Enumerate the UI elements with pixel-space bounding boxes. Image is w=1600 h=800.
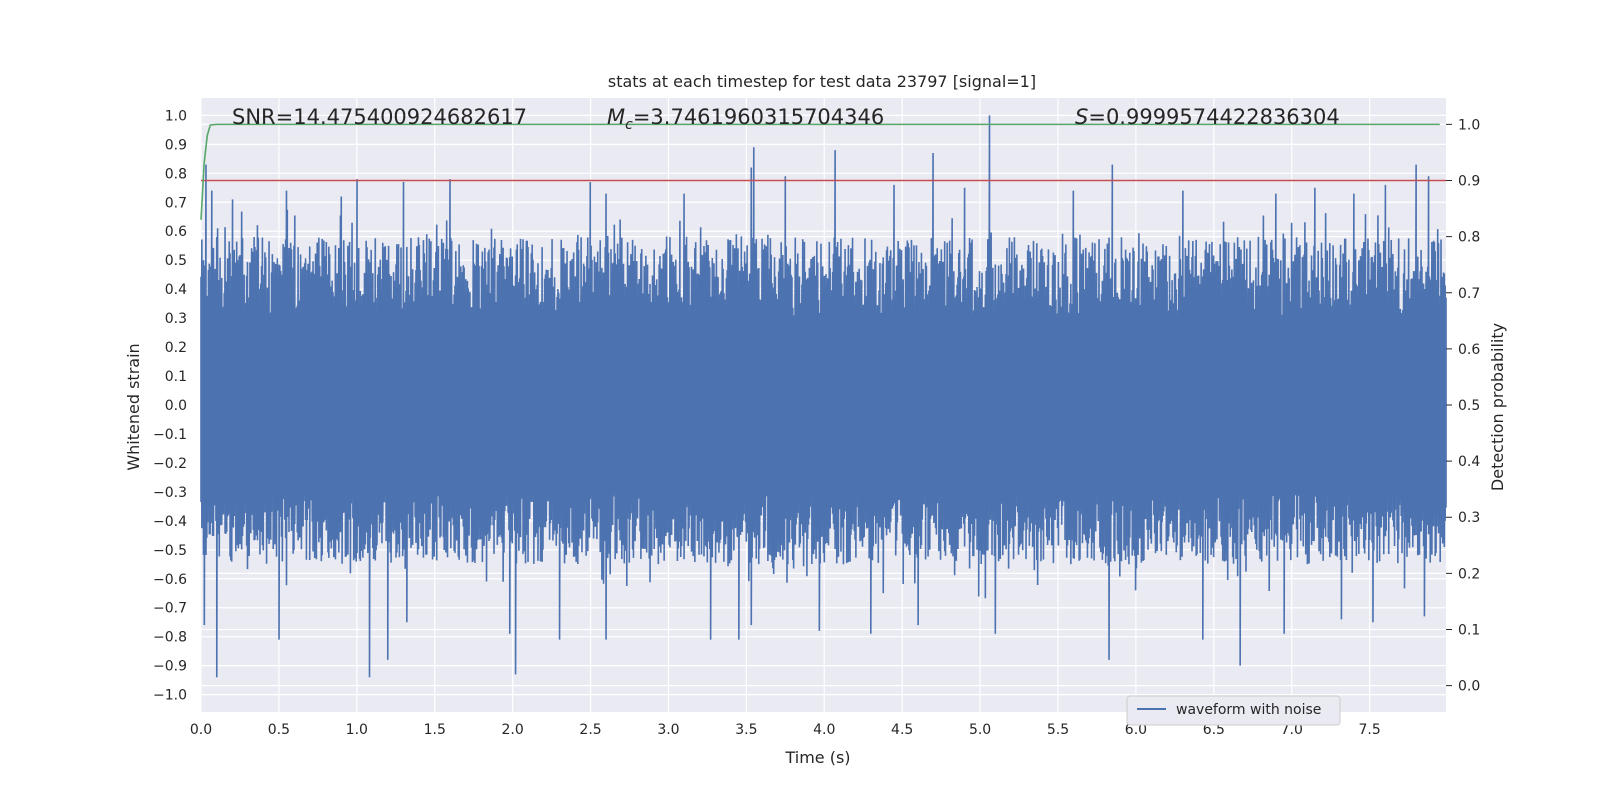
y-tick-label: 0.4 <box>165 282 187 298</box>
y-tick-label: 0.5 <box>165 253 187 269</box>
x-tick-label: 4.5 <box>891 722 913 738</box>
x-tick-label: 2.5 <box>579 722 601 738</box>
y-axis-left: 1.0 0.9 0.8 0.7 0.6 0.5 0.4 0.3 0.2 0.1 0.0 −0.1 −0.… <box>153 108 187 703</box>
y2-tick-label: 0.9 <box>1458 174 1480 190</box>
y2-tick-label: 0.8 <box>1458 230 1480 246</box>
y2-tick-label: 0.0 <box>1458 679 1480 695</box>
y-tick-label: 0.2 <box>165 340 187 356</box>
y-tick-label: −0.2 <box>153 456 187 472</box>
y-tick-label: −0.5 <box>153 543 187 559</box>
legend-box <box>1126 695 1341 726</box>
y2-tick-label: 0.2 <box>1458 566 1480 582</box>
score-annotation: S=0.9999574422836304 <box>1075 105 1340 129</box>
x-tick-label: 0.0 <box>190 722 212 738</box>
y-tick-label: −0.4 <box>153 514 187 530</box>
x-tick-label: 3.0 <box>657 722 679 738</box>
y2-tick-label: 0.7 <box>1458 286 1480 302</box>
x-tick-label: 6.0 <box>1125 722 1147 738</box>
y-tick-label: −0.9 <box>153 659 187 675</box>
y-tick-label: −0.1 <box>153 427 187 443</box>
x-tick-label: 6.5 <box>1203 722 1225 738</box>
chirp-mass-subscript: c <box>625 117 633 133</box>
score-value: =0.9999574422836304 <box>1088 105 1339 129</box>
chirp-mass-value: =3.7461960315704346 <box>633 105 884 129</box>
y-tick-label: 0.8 <box>165 166 187 182</box>
chirp-mass-annotation: Mc=3.7461960315704346 <box>607 105 884 133</box>
y-tick-label: 0.6 <box>165 224 187 240</box>
x-tick-label: 4.0 <box>813 722 835 738</box>
waveform-series <box>200 115 1447 678</box>
y2-tick-label: 0.5 <box>1458 398 1480 414</box>
x-axis: 0.0 0.5 1.0 1.5 2.0 2.5 3.0 3.5 4.0 4.5 5.0 5.5 6.0 6… <box>190 722 1381 738</box>
y-axis-right: 1.0 0.9 0.8 0.7 0.6 0.5 0.4 0.3 0.2 0.1 0.0 <box>1446 117 1480 695</box>
y-tick-label: 1.0 <box>165 108 187 124</box>
probability-series <box>200 123 1446 220</box>
waveform-band <box>201 318 1446 492</box>
chirp-mass-symbol: M <box>607 105 625 129</box>
y2-tick-label: 0.1 <box>1458 622 1480 638</box>
y-tick-label: 0.7 <box>165 195 187 211</box>
x-tick-label: 7.0 <box>1281 722 1303 738</box>
y-axis-title: Whitened strain <box>124 343 143 470</box>
detection-probability-line <box>200 123 1440 220</box>
x-tick-label: 0.5 <box>268 722 290 738</box>
x-tick-label: 7.5 <box>1359 722 1381 738</box>
y-tick-label: −0.3 <box>153 485 187 501</box>
chart-title: stats at each timestep for test data 237… <box>608 72 1036 91</box>
legend-label: waveform with noise <box>1176 702 1321 718</box>
y-tick-label: −0.6 <box>153 572 187 588</box>
y2-tick-label: 1.0 <box>1458 117 1480 133</box>
y2-tick-label: 0.3 <box>1458 510 1480 526</box>
x-tick-label: 2.0 <box>502 722 524 738</box>
y-tick-label: −0.8 <box>153 630 187 646</box>
y2-axis-title: Detection probability <box>1488 323 1507 491</box>
snr-annotation: SNR=14.475400924682617 <box>232 105 527 129</box>
x-tick-label: 3.5 <box>735 722 757 738</box>
y-tick-label: 0.0 <box>165 398 187 414</box>
x-tick-label: 1.0 <box>346 722 368 738</box>
y-tick-label: 0.3 <box>165 311 187 327</box>
y2-tick-label: 0.6 <box>1458 342 1480 358</box>
y-tick-label: 0.1 <box>165 369 187 385</box>
legend: waveform with noise <box>1126 695 1341 726</box>
x-tick-label: 5.5 <box>1047 722 1069 738</box>
score-symbol: S <box>1075 105 1088 129</box>
x-tick-label: 5.0 <box>969 722 991 738</box>
y-tick-label: −1.0 <box>153 688 187 704</box>
x-axis-title: Time (s) <box>784 748 850 767</box>
y-tick-label: −0.7 <box>153 601 187 617</box>
y2-tick-label: 0.4 <box>1458 454 1480 470</box>
y-tick-label: 0.9 <box>165 137 187 153</box>
x-tick-label: 1.5 <box>424 722 446 738</box>
